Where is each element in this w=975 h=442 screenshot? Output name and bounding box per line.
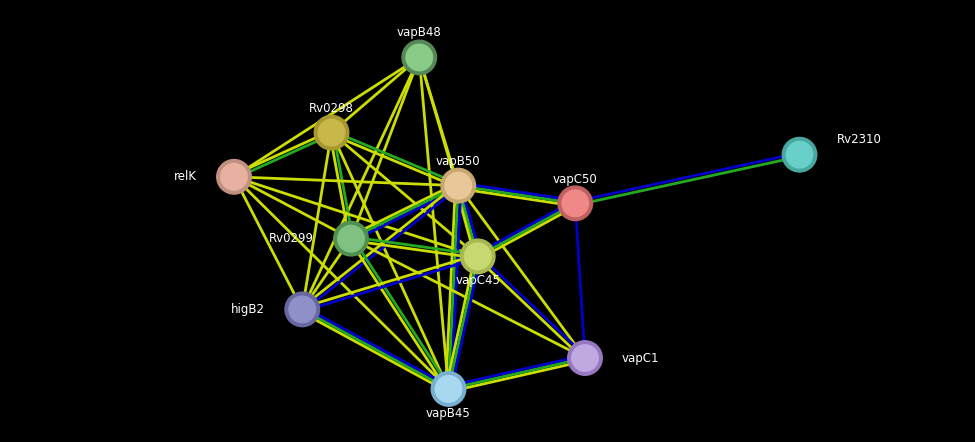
Text: vapB48: vapB48 [397,26,442,39]
Text: higB2: higB2 [231,303,265,316]
Circle shape [786,141,813,168]
Circle shape [571,345,599,371]
Circle shape [445,172,472,199]
Circle shape [562,190,589,217]
Text: vapC45: vapC45 [455,274,500,287]
Text: vapC50: vapC50 [553,173,598,186]
Text: vapB45: vapB45 [426,407,471,419]
Circle shape [782,137,817,172]
Circle shape [567,341,603,375]
Circle shape [460,239,495,274]
Circle shape [318,119,345,146]
Text: vapC1: vapC1 [622,351,659,365]
Circle shape [402,40,437,75]
Circle shape [220,164,248,190]
Text: relK: relK [174,170,197,183]
Circle shape [314,115,349,150]
Circle shape [558,186,593,221]
Circle shape [333,221,369,256]
Circle shape [441,168,476,203]
Circle shape [406,44,433,71]
Circle shape [435,376,462,402]
Circle shape [337,225,365,252]
Text: Rv2310: Rv2310 [837,133,881,146]
Text: vapB50: vapB50 [436,155,481,168]
Circle shape [285,292,320,327]
Circle shape [216,160,252,194]
Text: Rv0299: Rv0299 [269,232,314,245]
Circle shape [289,296,316,323]
Circle shape [464,243,491,270]
Circle shape [431,372,466,406]
Text: Rv0298: Rv0298 [309,102,354,115]
